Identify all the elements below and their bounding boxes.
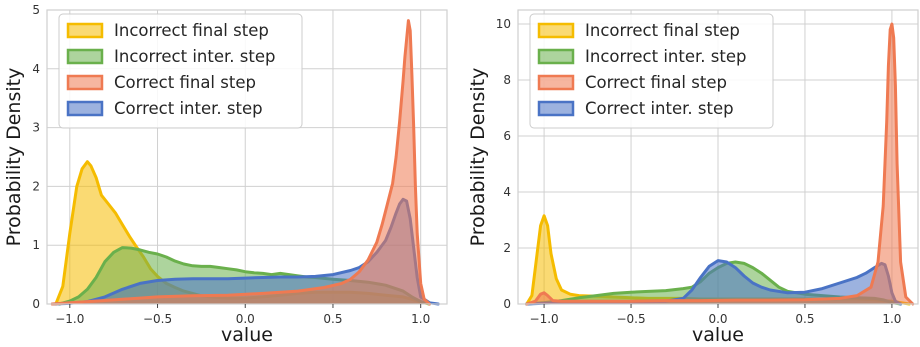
density-area-incorrect-final-step [526,215,910,304]
x-tick-label: 0.5 [323,312,342,326]
x-tick-label: −0.5 [143,312,172,326]
density-area-correct-inter-step [52,199,439,304]
y-tick-label: 4 [503,185,511,199]
y-axis-label: Probability Density [3,68,25,247]
legend-entry-label: Incorrect inter. step [114,47,275,66]
legend-swatch [537,48,575,65]
y-tick-label: 1 [32,238,40,252]
right-density-plot: −1.0 −0.5 0.0 0.5 1.0 0 2 4 6 8 10 value Probability… [467,9,919,346]
legend-entry-label: Incorrect final step [114,21,269,40]
legend-box [529,13,774,129]
legend-swatch [66,48,104,65]
y-tick-label: 4 [32,62,40,76]
x-tick-label: 1.0 [411,312,430,326]
legend-swatch [537,100,575,117]
y-tick-label: 0 [32,297,40,311]
legend: Incorrect final step Incorrect inter. ste… [58,13,303,129]
legend-entry-label: Correct final step [585,73,727,92]
density-line-correct-final-step [50,19,431,306]
left-density-plot: −1.0 −0.5 0.0 0.5 1.0 0 1 2 3 4 5 value Probability … [3,3,448,346]
legend-entry-label: Incorrect final step [585,21,740,40]
legend-entry-label: Correct inter. step [114,99,263,118]
y-tick-label: 0 [503,297,511,311]
legend-swatch [537,74,575,91]
legend-entry-label: Correct final step [114,73,256,92]
density-area-correct-final-step [52,20,430,304]
x-tick-label: 0.5 [795,312,814,326]
legend-box [58,13,303,129]
y-tick-label: 8 [503,73,511,87]
density-line-correct-final-step [525,22,915,306]
y-tick-label: 6 [503,129,511,143]
x-tick-label: 0.0 [708,312,727,326]
x-tick-label: 1.0 [882,312,901,326]
legend-swatch [537,22,575,39]
x-tick-label: −0.5 [616,312,645,326]
x-axis-label: value [692,324,744,346]
legend-entry-label: Correct inter. step [585,99,734,118]
x-tick-label: −1.0 [530,312,559,326]
plot-frame [46,9,448,305]
y-tick-label: 2 [32,179,40,193]
legend: Incorrect final step Incorrect inter. ste… [529,13,774,129]
legend-swatch [66,74,104,91]
y-tick-label: 10 [496,17,511,31]
legend-entry-label: Incorrect inter. step [585,47,746,66]
y-tick-label: 2 [503,241,511,255]
y-tick-label: 3 [32,121,40,135]
x-tick-label: −1.0 [55,312,84,326]
x-tick-label: 0.0 [236,312,255,326]
y-axis-label: Probability Density [467,68,489,247]
y-tick-label: 5 [32,3,40,17]
legend-swatch [66,22,104,39]
x-axis-label: value [221,324,273,346]
legend-swatch [66,100,104,117]
